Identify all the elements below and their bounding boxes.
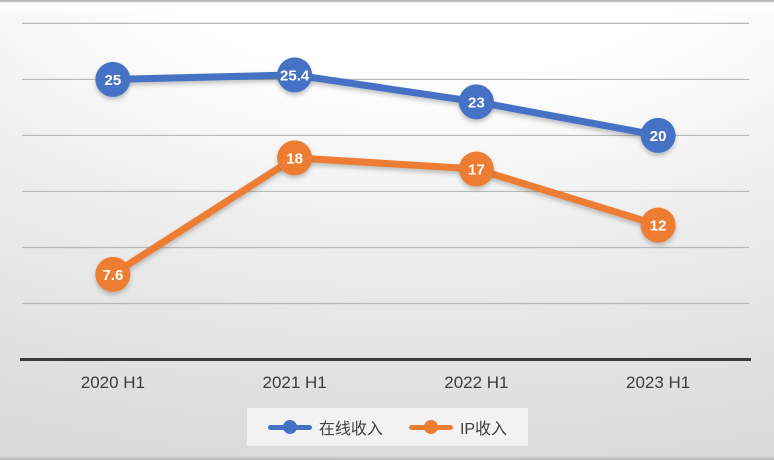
legend-item-online-revenue: 在线收入: [267, 415, 383, 439]
data-point-marker: [458, 84, 494, 120]
x-axis-label: 2021 H1: [262, 373, 327, 392]
data-point-label: 25.4: [280, 67, 310, 84]
x-axis-label: 2022 H1: [444, 373, 509, 392]
data-point-marker: [277, 57, 313, 93]
data-point-marker: [640, 207, 676, 243]
data-point-marker: [277, 140, 313, 176]
data-point-label: 20: [650, 128, 667, 145]
data-point-marker: [458, 151, 494, 187]
data-point-label: 7.6: [102, 267, 123, 284]
line-marker-icon: [267, 420, 312, 434]
data-point-marker: [95, 61, 131, 97]
x-axis-label: 2023 H1: [625, 373, 691, 392]
series-0-line: [109, 71, 662, 139]
x-axis-label: 2020 H1: [80, 373, 146, 392]
legend-item-ip-revenue: IP收入: [408, 415, 508, 439]
legend-label: 在线收入: [318, 421, 383, 438]
legend-label: IP收入: [459, 421, 508, 438]
data-point-label: 17: [468, 162, 485, 179]
data-point-marker: [95, 256, 131, 292]
data-point-label: 23: [468, 94, 485, 111]
data-point-label: 25: [105, 72, 122, 89]
dot-icon: [423, 420, 438, 434]
dot-icon: [282, 420, 297, 434]
data-point-label: 12: [650, 218, 667, 235]
data-point-marker: [640, 117, 676, 153]
line-marker-icon: [408, 420, 453, 434]
series-1-line: [109, 154, 662, 278]
legend: 在线收入 IP收入: [247, 408, 528, 446]
data-point-label: 18: [286, 150, 303, 167]
